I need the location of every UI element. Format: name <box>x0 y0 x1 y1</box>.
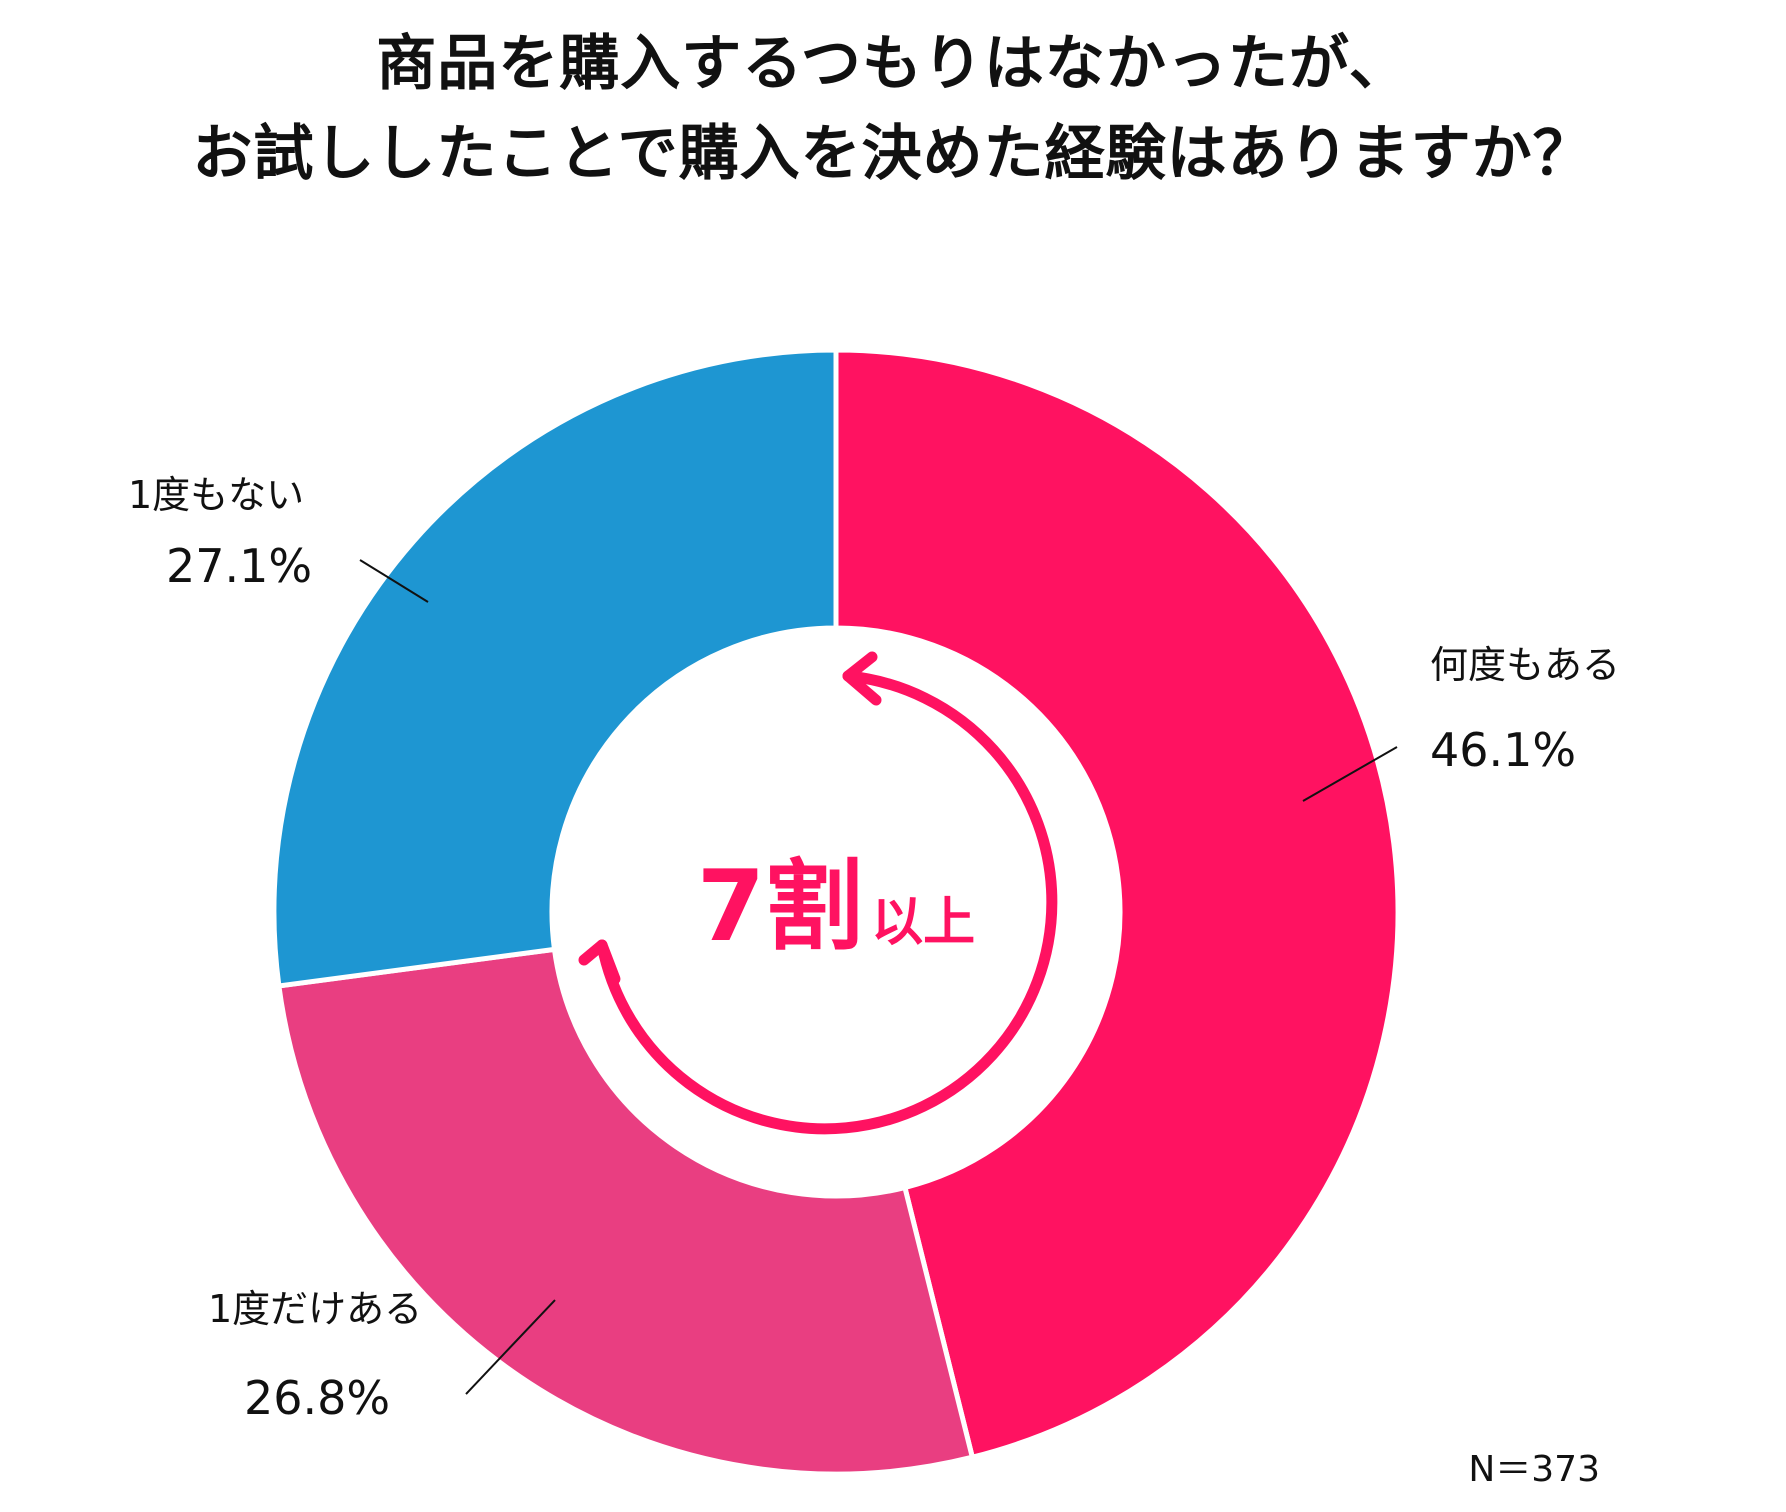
chart-title-line1: 商品を購入するつもりはなかったが、 <box>376 29 1410 99</box>
label-value-ichidodake: 26.8% <box>244 1371 390 1425</box>
label-value-nandomo: 46.1% <box>1430 723 1576 777</box>
chart-title-line2: お試ししたことで購入を決めた経験はありますか？ <box>192 119 1594 189</box>
label-name-ichidomonai: 1度もない <box>128 473 304 517</box>
sample-size: N＝373 <box>1468 1449 1600 1490</box>
center-annotation-small: 以上 <box>871 893 975 953</box>
donut-slice-2 <box>276 946 976 1477</box>
donut-slice-1 <box>833 347 1401 1461</box>
center-annotation: 7割 以上 <box>697 850 975 964</box>
center-annotation-big: 7割 <box>697 850 863 964</box>
label-value-ichidomonai: 27.1% <box>166 539 312 593</box>
donut-slices <box>271 347 1401 1477</box>
leader-line-nandomo <box>1302 746 1398 802</box>
leader-line-ichidodake <box>465 1299 556 1395</box>
cycle-arrow-icon <box>578 651 1058 1135</box>
donut-slice-3 <box>271 347 839 989</box>
label-name-nandomo: 何度もある <box>1430 643 1620 687</box>
leader-line-ichidomonai <box>359 559 429 603</box>
label-name-ichidodake: 1度だけある <box>208 1287 422 1331</box>
